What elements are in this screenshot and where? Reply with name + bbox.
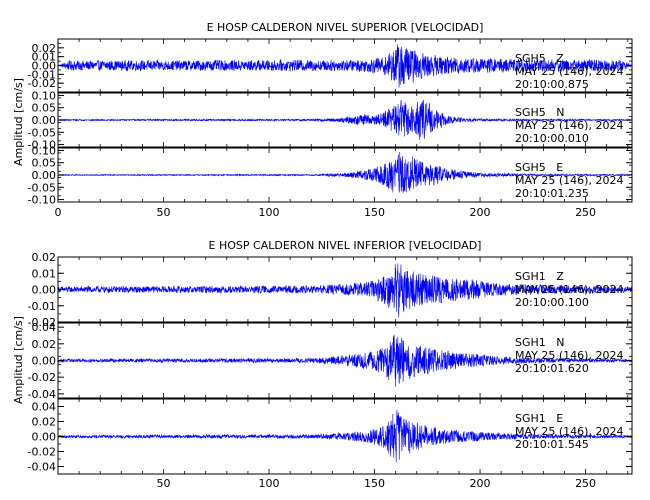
y-tick-label: -0.02 [28, 446, 56, 459]
y-tick-label: 0.10 [32, 89, 57, 102]
y-tick-label: 0.02 [32, 338, 57, 351]
top-figure-ylabel: Amplitud [cm/s] [12, 78, 25, 166]
channel-label: SGH1 N [515, 336, 565, 349]
bottom-figure-ylabel: Amplitud [cm/s] [12, 316, 25, 404]
x-tick-label: 250 [575, 206, 596, 219]
waveform-line [57, 99, 633, 140]
time-label: 20:10:01.235 [515, 187, 589, 200]
date-label: MAY 25 (146), 2024 [515, 349, 623, 362]
y-tick-label: 0.10 [32, 144, 57, 157]
x-tick-label: 50 [157, 206, 171, 219]
bottom-figure-x-axis: 50 100 150 200 250 [157, 477, 597, 490]
y-tick-label: 0.01 [32, 267, 57, 280]
x-tick-label: 0 [55, 206, 62, 219]
date-label: MAY 25 (146), 2024 [515, 65, 623, 78]
waveform-line [57, 44, 633, 88]
y-tick-label: -0.02 [28, 77, 56, 90]
bottom-figure-title: E HOSP CALDERON NIVEL INFERIOR [VELOCIDA… [209, 239, 482, 252]
time-label: 20:10:00.010 [515, 132, 589, 145]
y-tick-label: 0.00 [32, 355, 57, 368]
date-label: MAY 25 (146), 2024 [515, 174, 623, 187]
channel-label: SGH1 Z [515, 270, 564, 283]
y-tick-label: 0.00 [32, 284, 57, 297]
y-tick-label: -0.05 [28, 181, 56, 194]
y-tick-label: -0.05 [28, 126, 56, 139]
y-tick-label: -0.01 [28, 68, 56, 81]
channel-label: SGH5 Z [515, 52, 564, 65]
time-label: 20:10:00.100 [515, 296, 589, 309]
y-tick-label: 0.04 [32, 401, 57, 414]
waveform-line [57, 263, 633, 318]
time-label: 20:10:01.545 [515, 438, 589, 451]
time-label: 20:10:01.620 [515, 362, 589, 375]
x-tick-label: 200 [470, 477, 491, 490]
y-tick-label: -0.01 [28, 300, 56, 313]
y-tick-label: -0.04 [28, 388, 56, 401]
x-tick-label: 150 [364, 477, 385, 490]
top-figure-title: E HOSP CALDERON NIVEL SUPERIOR [VELOCIDA… [207, 21, 484, 34]
y-tick-label: 0.00 [32, 60, 57, 73]
y-tick-label: 0.01 [32, 51, 57, 64]
y-tick-label: -0.02 [28, 316, 56, 329]
date-label: MAY 25 (146), 2024 [515, 119, 623, 132]
waveform-line [57, 410, 633, 463]
waveform-line [57, 334, 633, 387]
x-tick-label: 200 [470, 206, 491, 219]
x-tick-label: 150 [364, 206, 385, 219]
channel-label: SGH5 E [515, 161, 563, 174]
y-tick-label: 0.00 [32, 169, 57, 182]
y-tick-label: 0.05 [32, 102, 57, 115]
y-tick-label: -0.02 [28, 371, 56, 384]
y-tick-label: 0.02 [32, 42, 57, 55]
x-tick-label: 250 [575, 477, 596, 490]
time-label: 20:10:00.875 [515, 78, 589, 91]
x-tick-label: 100 [259, 206, 280, 219]
y-tick-label: -0.10 [28, 194, 56, 207]
y-tick-label: 0.02 [32, 416, 57, 429]
y-tick-label: 0.02 [32, 251, 57, 264]
waveform-line [57, 151, 633, 193]
channel-label: SGH1 E [515, 412, 563, 425]
y-tick-label: -0.04 [28, 461, 56, 474]
y-tick-label: 0.04 [32, 321, 57, 334]
channel-label: SGH5 N [515, 106, 565, 119]
date-label: MAY 25 (146), 2024 [515, 425, 623, 438]
y-tick-label: 0.00 [32, 431, 57, 444]
top-figure-x-axis: 0 50 100 150 200 250 [55, 206, 597, 219]
date-label: MAY 25 (146), 2024 [515, 283, 623, 296]
y-tick-label: 0.05 [32, 157, 57, 170]
x-tick-label: 50 [157, 477, 171, 490]
y-tick-label: -0.10 [28, 139, 56, 152]
x-tick-label: 100 [259, 477, 280, 490]
y-tick-label: 0.00 [32, 114, 57, 127]
